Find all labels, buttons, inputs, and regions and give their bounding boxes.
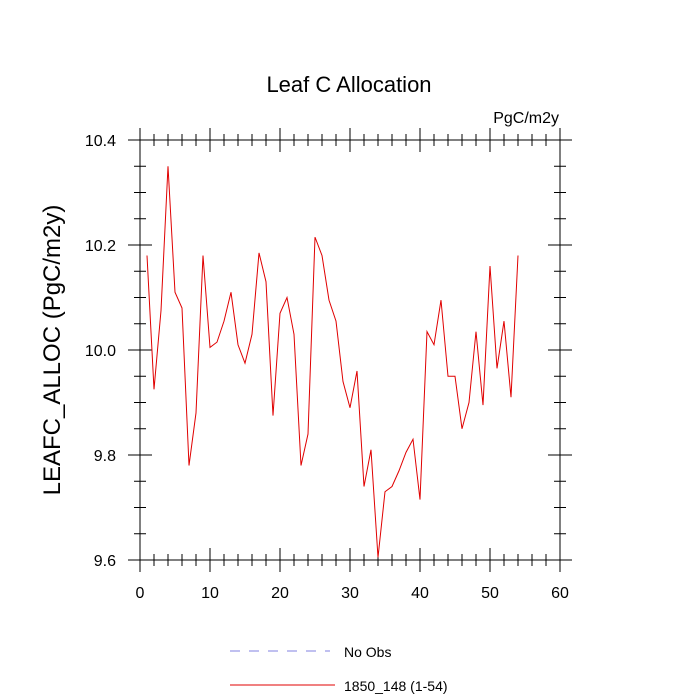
x-tick-label: 10 (201, 585, 219, 602)
y-tick-label: 9.8 (94, 448, 116, 465)
legend: No Obs 1850_148 (1-54) (230, 644, 448, 694)
legend-label-1850-148: 1850_148 (1-54) (344, 678, 448, 694)
y-tick-label: 10.4 (85, 133, 116, 150)
series-line-1850-148-1-54- (146, 166, 519, 558)
y-tick-label: 10.2 (85, 238, 116, 255)
series-layer (146, 166, 519, 558)
y-tick-labels: 9.6 9.8 10.0 10.2 10.4 (85, 133, 116, 570)
x-tick-label: 40 (411, 585, 429, 602)
x-tick-label: 20 (271, 585, 289, 602)
x-tick-labels: 0 10 20 30 40 50 60 (136, 585, 569, 602)
y-tick-label: 10.0 (85, 343, 116, 360)
legend-label-no-obs: No Obs (344, 644, 391, 660)
plot-frame (139, 139, 561, 561)
axis-ticks (128, 128, 572, 572)
x-tick-label: 60 (551, 585, 569, 602)
chart-title: Leaf C Allocation (266, 72, 431, 97)
x-tick-label: 0 (136, 585, 145, 602)
x-tick-label: 30 (341, 585, 359, 602)
units-label: PgC/m2y (493, 110, 559, 127)
y-axis-label: LEAFC_ALLOC (PgC/m2y) (39, 205, 66, 496)
y-tick-label: 9.6 (94, 553, 116, 570)
x-tick-label: 50 (481, 585, 499, 602)
